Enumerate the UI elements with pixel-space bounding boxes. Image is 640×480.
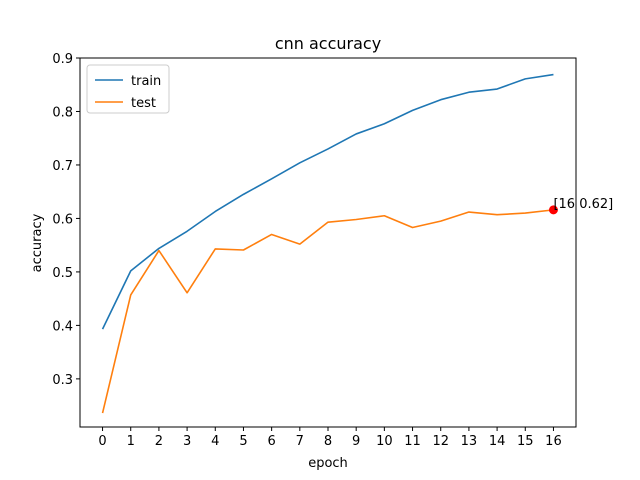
x-tick-label: 2 [155,434,163,449]
x-tick-label: 14 [489,434,506,449]
x-tick-label: 16 [545,434,562,449]
x-tick-label: 10 [376,434,393,449]
series-line-train [101,73,554,330]
y-axis-label: accuracy [30,213,45,272]
x-tick-label: 4 [211,434,219,449]
x-tick-label: 0 [98,434,106,449]
y-tick-label: 0.7 [52,159,73,174]
legend-label-train: train [131,74,161,89]
x-tick-label: 7 [296,434,304,449]
x-tick-label: 1 [127,434,135,449]
annotation-point [548,205,558,215]
series-line-test [101,209,554,414]
y-tick-label: 0.5 [52,266,73,281]
x-tick-label: 15 [517,434,534,449]
annotation-label: [16 0.62] [553,197,613,212]
x-tick-label: 9 [352,434,360,449]
x-tick-label: 13 [461,434,478,449]
y-tick-label: 0.3 [52,373,73,388]
x-tick-label: 5 [239,434,247,449]
x-tick-label: 6 [267,434,275,449]
x-tick-label: 12 [432,434,449,449]
x-axis-label: epoch [308,456,348,471]
legend-box [86,64,170,114]
x-tick-label: 3 [183,434,191,449]
y-tick-label: 0.9 [52,52,73,67]
x-tick-label: 8 [324,434,332,449]
y-tick-label: 0.8 [52,105,73,120]
plot-area: 0 1 2 3 4 5 6 7 8 9 10 11 12 13 14 15 160.30.40.50.60.70… [52,52,613,449]
chart-title: cnn accuracy [275,34,381,53]
x-tick-label: 11 [404,434,421,449]
y-tick-label: 0.6 [52,212,73,227]
legend-label-test: test [131,96,156,111]
y-tick-label: 0.4 [52,319,73,334]
